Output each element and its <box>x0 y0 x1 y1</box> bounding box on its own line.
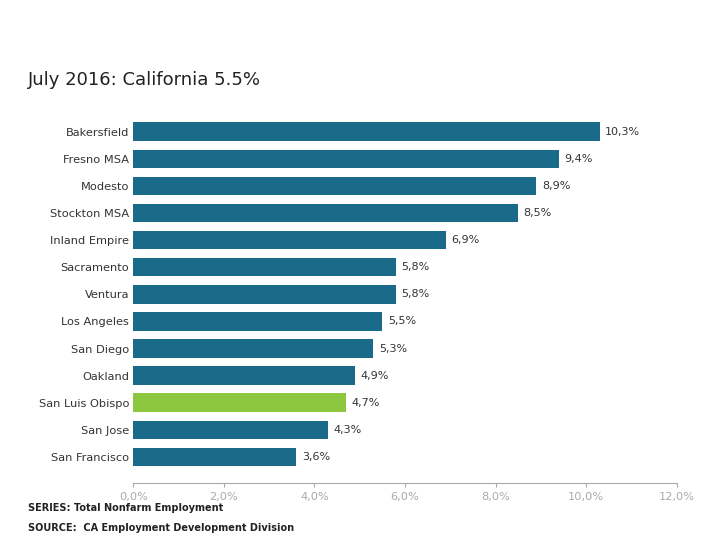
Text: 5,8%: 5,8% <box>401 289 430 299</box>
Bar <box>133 339 373 357</box>
Text: SERIES: Total Nonfarm Employment: SERIES: Total Nonfarm Employment <box>27 503 222 513</box>
Text: 8,5%: 8,5% <box>523 208 552 218</box>
Text: 5,5%: 5,5% <box>388 316 416 326</box>
Text: 10,3%: 10,3% <box>606 127 640 137</box>
Bar <box>133 204 518 222</box>
Text: SOURCE:  CA Employment Development Division: SOURCE: CA Employment Development Divisi… <box>27 523 294 534</box>
Text: 8,9%: 8,9% <box>542 181 570 191</box>
Bar <box>133 448 297 466</box>
Bar <box>133 150 559 168</box>
Text: 5,3%: 5,3% <box>379 343 407 354</box>
Bar <box>133 258 396 276</box>
Text: 6,9%: 6,9% <box>451 235 480 245</box>
Bar <box>133 123 600 141</box>
Bar <box>133 285 396 303</box>
Text: 9,4%: 9,4% <box>564 154 593 164</box>
Text: UNEMPLOYMENT RATE BY CALIFORNIA METRO AREA: UNEMPLOYMENT RATE BY CALIFORNIA METRO AR… <box>27 22 575 42</box>
Text: 4,3%: 4,3% <box>333 425 361 435</box>
Bar <box>133 421 328 439</box>
Bar <box>133 312 382 330</box>
Text: 4,7%: 4,7% <box>351 397 380 408</box>
Bar <box>133 231 446 249</box>
Bar <box>133 394 346 412</box>
Bar <box>133 177 536 195</box>
Bar <box>133 366 355 385</box>
Text: 4,9%: 4,9% <box>361 370 389 381</box>
Text: July 2016: California 5.5%: July 2016: California 5.5% <box>27 71 261 89</box>
Text: 5,8%: 5,8% <box>401 262 430 272</box>
Text: 3,6%: 3,6% <box>302 452 330 462</box>
